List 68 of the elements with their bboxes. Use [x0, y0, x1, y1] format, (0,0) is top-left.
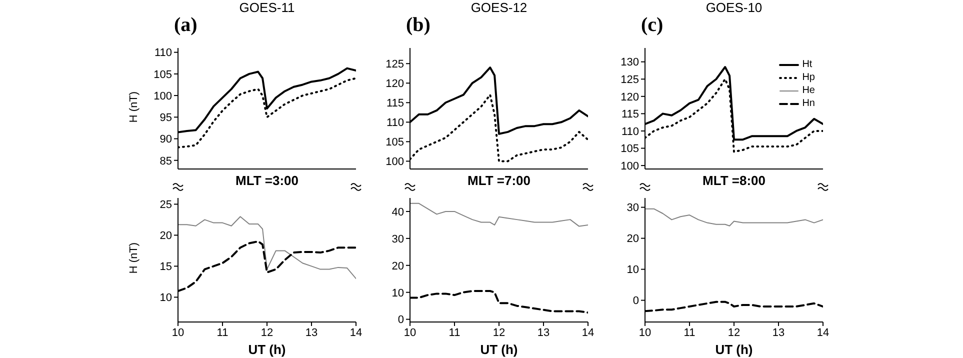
y-axis-title: H (nT) — [128, 90, 140, 124]
y-tick-label: 0 — [632, 295, 639, 308]
y-tick-label: 100 — [154, 90, 172, 102]
y-tick-label: 90 — [160, 134, 172, 146]
text: (b) — [406, 14, 430, 37]
line-series — [410, 202, 588, 227]
x-tick-label: 11 — [216, 326, 228, 339]
y-tick-label: 85 — [160, 155, 172, 168]
y-tick-label: 110 — [386, 117, 404, 130]
x-tick-label: 10 — [172, 326, 184, 339]
text: (a) — [174, 14, 198, 37]
y-tick-label: 10 — [160, 292, 172, 304]
y-tick-label: 125 — [620, 74, 639, 86]
y-tick-label: 115 — [386, 98, 404, 110]
y-tick-label: 20 — [160, 230, 172, 242]
y-tick-label: 20 — [392, 260, 404, 272]
y-tick-label: 120 — [620, 91, 639, 104]
x-tick-label: 13 — [305, 326, 318, 339]
text: (c) — [641, 14, 664, 37]
y-tick-label: 100 — [386, 156, 404, 168]
x-axis-title: UT (h) — [714, 342, 754, 357]
chart-title: GOES-12 — [470, 0, 528, 15]
text: Hn — [802, 98, 815, 109]
x-tick-label: 11 — [684, 326, 696, 339]
text: MLT =8:00 — [645, 173, 823, 188]
x-axis-title: UT (h) — [247, 342, 287, 357]
y-tick-label: 105 — [620, 143, 639, 156]
x-tick-label: 14 — [582, 326, 594, 339]
x-axis-title: UT (h) — [479, 342, 519, 357]
y-tick-label: 120 — [386, 78, 404, 90]
chart-title: GOES-11 — [238, 0, 296, 15]
x-tick-label: 12 — [260, 326, 274, 339]
x-tick-label: 14 — [350, 326, 362, 339]
y-axis-title: H (nT) — [128, 241, 140, 276]
x-tick-label: 10 — [404, 326, 416, 339]
chart-title: GOES-10 — [704, 0, 764, 15]
line-series — [645, 208, 823, 226]
y-tick-label: 130 — [620, 56, 639, 69]
y-tick-label: 105 — [154, 68, 172, 81]
text: MLT =7:00 — [410, 173, 588, 188]
y-tick-label: 40 — [392, 206, 404, 218]
x-tick-label: 13 — [772, 326, 785, 339]
text: MLT =3:00 — [178, 173, 356, 188]
x-tick-label: 10 — [638, 326, 652, 339]
y-tick-label: 110 — [154, 47, 172, 60]
y-tick-label: 100 — [620, 160, 639, 172]
y-tick-label: 95 — [160, 112, 172, 124]
text: He — [802, 85, 815, 96]
x-tick-label: 11 — [448, 326, 460, 339]
x-tick-label: 13 — [537, 326, 550, 339]
x-tick-label: 12 — [492, 326, 506, 339]
y-tick-label: 30 — [626, 202, 639, 214]
x-tick-label: 14 — [816, 326, 830, 339]
y-tick-label: 125 — [386, 58, 404, 71]
y-tick-label: 25 — [160, 199, 172, 212]
line-series — [178, 216, 356, 280]
y-tick-label: 10 — [626, 264, 639, 276]
y-tick-label: 10 — [392, 287, 404, 300]
y-tick-label: 20 — [626, 233, 639, 246]
y-tick-label: 0 — [398, 314, 404, 326]
legend-label: Ht — [802, 58, 812, 71]
y-tick-label: 15 — [160, 261, 172, 274]
y-tick-label: 115 — [621, 108, 639, 121]
y-tick-label: 105 — [386, 136, 404, 149]
legend-label: Hp — [802, 71, 815, 84]
y-tick-label: 30 — [392, 233, 404, 246]
x-tick-label: 12 — [728, 326, 740, 339]
y-tick-label: 110 — [621, 126, 639, 138]
